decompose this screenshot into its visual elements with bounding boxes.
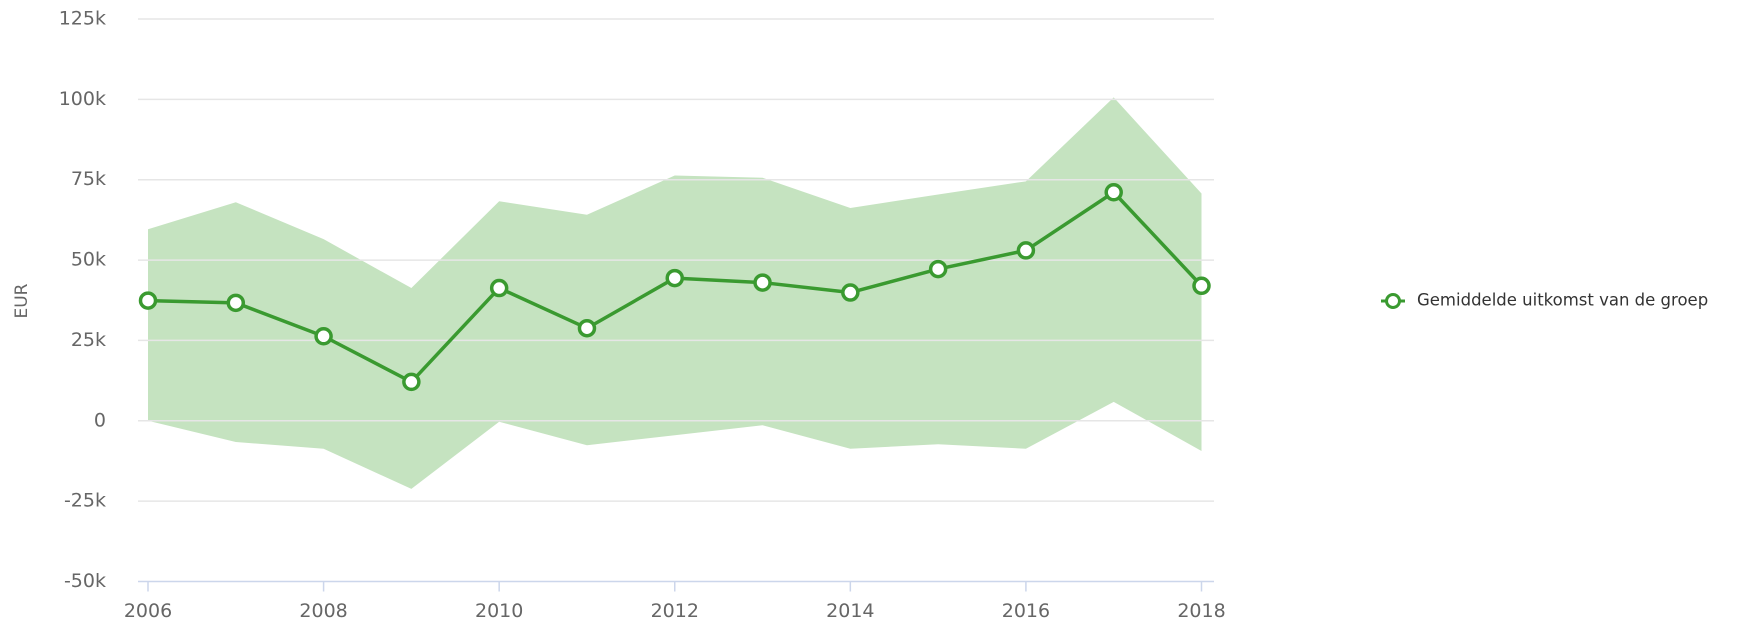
data-point — [753, 273, 772, 292]
y-tick-label: 0 — [94, 409, 106, 431]
x-tick-label: 2016 — [1002, 600, 1050, 622]
data-point — [1016, 241, 1036, 260]
x-tick-label: 2010 — [475, 600, 523, 622]
data-point — [928, 259, 948, 279]
range-band — [148, 97, 1202, 489]
data-point — [226, 293, 246, 313]
data-point — [138, 291, 158, 310]
x-tick-label: 2014 — [826, 600, 874, 622]
data-point — [577, 318, 597, 338]
legend-marker — [1385, 293, 1401, 309]
y-tick-label: 75k — [71, 168, 106, 190]
data-point — [1192, 276, 1211, 296]
x-tick-label: 2018 — [1177, 600, 1225, 622]
y-tick-label: -25k — [64, 490, 106, 512]
legend-label: Gemiddelde uitkomst van de groep — [1417, 291, 1708, 310]
data-point — [841, 283, 860, 302]
y-tick-label: 125k — [59, 8, 106, 30]
x-tick-label: 2006 — [124, 600, 172, 622]
data-point — [489, 278, 509, 298]
y-tick-label: 100k — [59, 88, 106, 110]
x-tick-label: 2012 — [651, 600, 699, 622]
data-point — [314, 327, 333, 346]
y-tick-label: 50k — [71, 249, 106, 271]
data-point — [665, 268, 684, 288]
y-axis-label: EUR — [12, 283, 32, 318]
x-tick-label: 2008 — [299, 600, 347, 622]
y-tick-label: -50k — [64, 570, 106, 592]
y-tick-label: 25k — [71, 329, 106, 351]
data-point — [1104, 183, 1123, 202]
data-point — [402, 372, 421, 392]
